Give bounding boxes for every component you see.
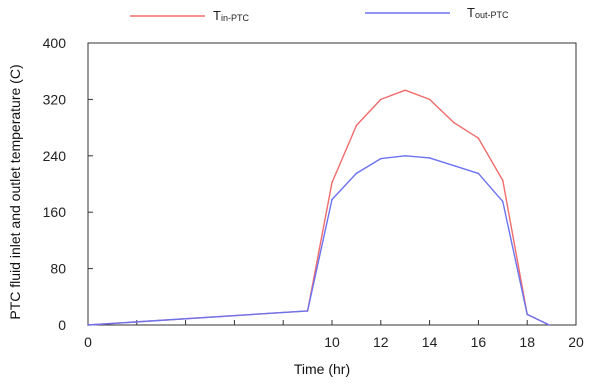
data-point-in-PTC	[331, 181, 333, 184]
y-axis-label: PTC fluid inlet and outlet temperature (…	[7, 64, 23, 319]
data-point-out-PTC	[477, 172, 480, 175]
series-line-in-PTC	[87, 89, 550, 326]
data-point-out-PTC	[87, 324, 89, 326]
y-tick-label: 320	[43, 91, 67, 107]
x-tick-label: 16	[471, 334, 487, 350]
y-tick-label: 240	[43, 148, 67, 164]
y-tick-label: 160	[43, 204, 67, 220]
y-axis-ticks: 0 80 160 240 320 400	[43, 35, 93, 333]
data-point-in-PTC	[355, 124, 358, 127]
y-tick-label: 80	[50, 261, 66, 277]
legend-label-subscript: out-PTC	[475, 10, 509, 20]
y-tick-label: 400	[43, 35, 67, 51]
data-point-in-PTC	[428, 98, 431, 101]
data-point-out-PTC	[355, 172, 358, 175]
data-point-out-PTC	[548, 324, 550, 326]
x-tick-label: 14	[422, 334, 438, 350]
x-axis-ticks: 0 10 12 14 16 18 20	[84, 320, 584, 350]
data-point-in-PTC	[502, 179, 504, 182]
x-axis-label: Time (hr)	[294, 361, 350, 377]
data-point-out-PTC	[453, 164, 455, 167]
data-point-out-PTC	[404, 155, 407, 157]
series-line-out-PTC	[87, 155, 550, 326]
x-tick-label: 20	[568, 334, 584, 350]
x-tick-label: 10	[324, 334, 340, 350]
data-point-out-PTC	[502, 200, 504, 203]
data-point-out-PTC	[380, 157, 382, 160]
legend-label-main: T	[213, 8, 221, 23]
data-point-in-PTC	[404, 89, 407, 92]
data-point-out-PTC	[526, 313, 528, 316]
legend-label-in-PTC: Tin-PTC	[213, 8, 249, 23]
data-point-in-PTC	[477, 137, 480, 139]
legend-label-out-PTC: Tout-PTC	[467, 5, 509, 20]
legend-label-subscript: in-PTC	[221, 13, 250, 23]
data-point-out-PTC	[428, 157, 431, 159]
plot-area-frame	[87, 42, 577, 326]
data-point-in-PTC	[380, 98, 382, 101]
legend: Tin-PTC Tout-PTC	[130, 5, 509, 23]
data-point-out-PTC	[331, 198, 333, 201]
x-tick-label: 12	[373, 334, 389, 350]
series-layer	[87, 89, 550, 326]
data-point-out-PTC	[306, 310, 309, 312]
x-tick-label: 0	[84, 334, 92, 350]
data-point-in-PTC	[453, 121, 455, 124]
y-tick-label: 0	[58, 317, 66, 333]
x-tick-label: 18	[519, 334, 535, 350]
legend-label-main: T	[467, 5, 475, 20]
